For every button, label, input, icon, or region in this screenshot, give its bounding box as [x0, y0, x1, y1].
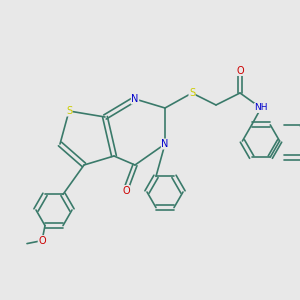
- Text: N: N: [131, 94, 139, 104]
- Text: O: O: [38, 236, 46, 246]
- Text: O: O: [122, 185, 130, 196]
- Text: S: S: [66, 106, 72, 116]
- Text: N: N: [161, 139, 169, 149]
- Text: NH: NH: [254, 103, 268, 112]
- Text: O: O: [236, 65, 244, 76]
- Text: S: S: [189, 88, 195, 98]
